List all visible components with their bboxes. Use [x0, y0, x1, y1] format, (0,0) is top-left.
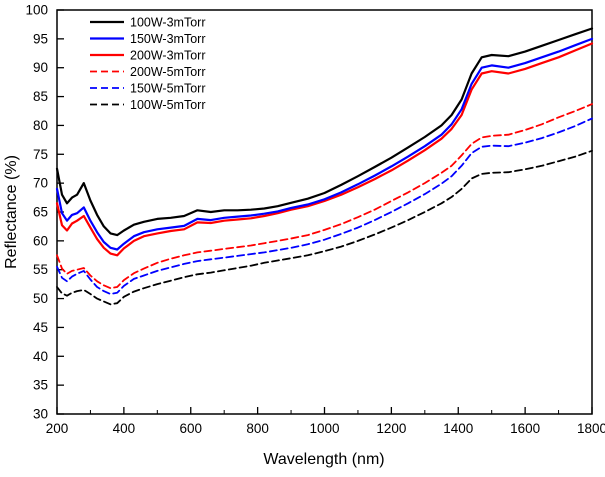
y-tick-label: 100 — [25, 3, 48, 18]
legend-item-200W-5mTorr: 200W-5mTorr — [90, 65, 205, 79]
y-tick-label: 65 — [33, 205, 48, 220]
legend: 100W-3mTorr 150W-3mTorr 200W-3mTorr 200W-5m… — [90, 16, 205, 112]
y-tick-label: 95 — [33, 31, 48, 46]
legend-label: 100W-5mTorr — [130, 98, 205, 112]
x-tick-label: 1400 — [443, 421, 473, 436]
y-tick-label: 45 — [33, 320, 48, 335]
x-tick-label: 1200 — [376, 421, 406, 436]
y-axis-title: Reflectance (%) — [3, 155, 20, 269]
y-tick-label: 85 — [33, 89, 48, 104]
y-tick-label: 90 — [33, 60, 48, 75]
legend-item-100W-3mTorr: 100W-3mTorr — [90, 16, 205, 30]
y-tick-label: 60 — [33, 233, 48, 248]
legend-label: 150W-5mTorr — [130, 82, 205, 96]
y-tick-label: 30 — [33, 407, 48, 422]
x-tick-label: 800 — [246, 421, 269, 436]
legend-label: 150W-3mTorr — [130, 32, 205, 46]
x-tick-label: 200 — [46, 421, 69, 436]
legend-item-150W-3mTorr: 150W-3mTorr — [90, 32, 205, 46]
legend-label: 200W-3mTorr — [130, 49, 205, 63]
y-tick-label: 70 — [33, 176, 48, 191]
legend-item-200W-3mTorr: 200W-3mTorr — [90, 49, 205, 63]
plot-content: 200 400 600 800 1000 1200 1400 1600 1800 30 35 40 45… — [25, 3, 605, 437]
y-tick-label: 55 — [33, 262, 48, 277]
x-tick-label: 1800 — [577, 421, 605, 436]
y-tick-label: 80 — [33, 118, 48, 133]
curve-200W-5mTorr — [56, 103, 593, 290]
y-tick-label: 50 — [33, 291, 48, 306]
legend-item-100W-5mTorr: 100W-5mTorr — [90, 98, 205, 112]
x-axis-title: Wavelength (nm) — [263, 451, 384, 468]
y-tick-label: 75 — [33, 147, 48, 162]
curve-150W-5mTorr — [56, 117, 593, 295]
curve-100W-5mTorr — [56, 149, 593, 306]
y-tick-label: 40 — [33, 349, 48, 364]
x-tick-label: 1000 — [309, 421, 339, 436]
x-tick-label: 1600 — [510, 421, 540, 436]
y-tick-label: 35 — [33, 378, 48, 393]
legend-item-150W-5mTorr: 150W-5mTorr — [90, 82, 205, 96]
x-tick-label: 400 — [113, 421, 136, 436]
curve-200W-3mTorr — [55, 42, 594, 257]
legend-label: 100W-3mTorr — [130, 16, 205, 30]
curve-100W-3mTorr — [55, 27, 594, 237]
legend-label: 200W-5mTorr — [130, 65, 205, 79]
x-tick-label: 600 — [179, 421, 202, 436]
curve-150W-3mTorr — [55, 37, 594, 251]
